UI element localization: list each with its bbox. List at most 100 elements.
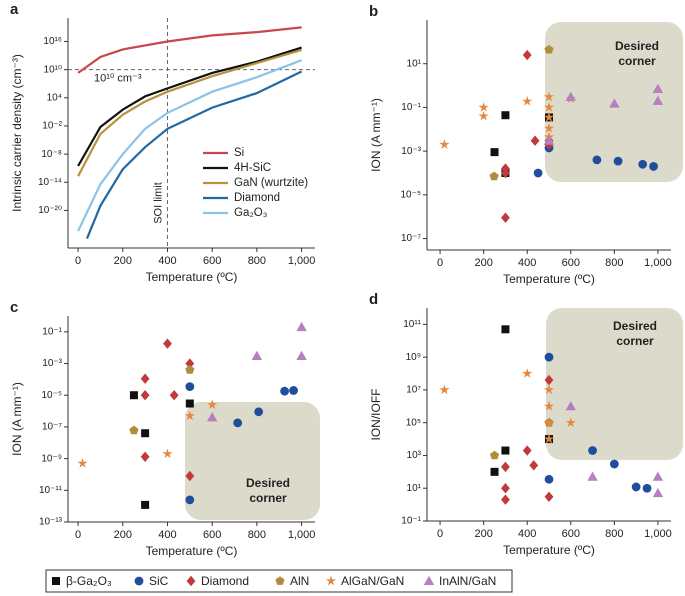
point xyxy=(543,400,555,411)
point xyxy=(543,102,555,112)
legend-marker xyxy=(52,577,60,585)
y-tick-label: 10⁹ xyxy=(406,352,421,363)
x-tick-label: 1,000 xyxy=(644,257,672,269)
point xyxy=(289,386,298,395)
y-tick-label: 10⁴ xyxy=(47,92,62,103)
point xyxy=(522,49,532,61)
corner-label: Desired xyxy=(615,39,659,53)
x-tick-label: 400 xyxy=(518,257,536,269)
y-tick-label: 10⁻¹⁴ xyxy=(38,177,62,188)
line xyxy=(77,48,302,177)
y-tick-label: 10⁻⁷ xyxy=(42,422,62,433)
point xyxy=(543,384,555,395)
point xyxy=(652,471,664,481)
x-tick-label: 200 xyxy=(474,257,492,269)
point xyxy=(501,325,510,334)
point xyxy=(439,384,450,395)
x-axis-label: Temperature (ºC) xyxy=(146,270,238,284)
y-tick-label: 10³ xyxy=(407,450,422,461)
x-axis-label: Temperature (ºC) xyxy=(146,544,238,558)
point xyxy=(254,407,264,417)
point xyxy=(609,98,620,108)
point xyxy=(529,460,539,471)
point xyxy=(544,44,554,54)
point xyxy=(233,418,243,428)
point xyxy=(251,350,263,360)
point xyxy=(642,483,652,493)
y-tick-label: 10⁻³ xyxy=(401,146,421,157)
x-tick-label: 800 xyxy=(605,528,623,540)
point xyxy=(478,110,489,121)
point xyxy=(478,102,489,112)
legend-label: InAlN/GaN xyxy=(439,574,496,588)
x-tick-label: 400 xyxy=(158,529,176,541)
y-tick-label: 10¹¹ xyxy=(403,319,421,330)
x-tick-label: 600 xyxy=(203,529,221,541)
point xyxy=(544,474,554,484)
y-tick-label: 10⁻²⁰ xyxy=(38,205,62,216)
x-tick-label: 600 xyxy=(203,255,221,267)
y-tick-label: 10⁻³ xyxy=(42,358,62,369)
point xyxy=(543,123,555,133)
legend-marker xyxy=(325,575,337,586)
line xyxy=(77,26,302,74)
point xyxy=(490,148,499,157)
point xyxy=(638,159,648,169)
point xyxy=(501,483,510,494)
point xyxy=(613,156,623,166)
point xyxy=(501,461,510,473)
y-tick-label: 10¹⁶ xyxy=(43,36,62,47)
desired-corner xyxy=(185,402,320,520)
point xyxy=(185,365,195,374)
y-tick-label: 10⁵ xyxy=(406,417,421,428)
y-tick-label: 10⁷ xyxy=(406,385,421,396)
y-tick-label: 10⁻¹ xyxy=(42,326,62,337)
panel-label: d xyxy=(369,291,378,308)
point xyxy=(544,352,554,362)
x-tick-label: 0 xyxy=(437,257,443,269)
point xyxy=(522,95,533,106)
y-axis-label: ION/IOFF xyxy=(369,389,383,441)
point xyxy=(652,95,664,105)
corner-label: corner xyxy=(249,491,287,505)
y-tick-label: 10⁻¹ xyxy=(401,516,421,527)
point xyxy=(162,448,173,459)
x-tick-label: 800 xyxy=(248,255,266,267)
point xyxy=(140,390,150,401)
point xyxy=(280,386,289,396)
point xyxy=(501,111,510,120)
point xyxy=(501,212,510,223)
point xyxy=(185,470,195,482)
x-tick-label: 0 xyxy=(75,529,81,541)
y-tick-label: 10⁻¹³ xyxy=(39,517,63,528)
x-axis-label: Temperature (ºC) xyxy=(503,272,595,286)
legend-label: Diamond xyxy=(201,574,249,588)
panel-label: c xyxy=(10,299,18,316)
point xyxy=(609,459,619,469)
y-tick-label: 10¹⁰ xyxy=(44,64,62,75)
panel-label: b xyxy=(369,3,378,20)
legend-label: GaN (wurtzite) xyxy=(234,177,308,189)
point xyxy=(565,401,576,411)
point xyxy=(439,139,450,149)
x-tick-label: 0 xyxy=(75,255,81,267)
point xyxy=(543,135,555,145)
corner-label: corner xyxy=(616,334,654,348)
corner-label: corner xyxy=(618,54,656,68)
y-tick-label: 10⁻⁸ xyxy=(41,149,62,160)
point xyxy=(296,350,307,360)
legend-label: Si xyxy=(234,147,244,159)
point xyxy=(501,167,510,179)
x-tick-label: 1,000 xyxy=(288,529,316,541)
legend-marker xyxy=(275,576,285,585)
y-tick-label: 10⁻⁵ xyxy=(400,189,421,200)
y-tick-label: 10¹ xyxy=(407,58,422,69)
legend-marker xyxy=(186,575,196,587)
legend-label: SiC xyxy=(149,574,169,588)
y-tick-label: 10⁻⁷ xyxy=(401,233,421,244)
point xyxy=(649,162,658,171)
x-tick-label: 200 xyxy=(474,528,492,540)
point xyxy=(501,494,510,505)
y-tick-label: 10⁻⁹ xyxy=(41,453,62,464)
point xyxy=(543,433,555,444)
